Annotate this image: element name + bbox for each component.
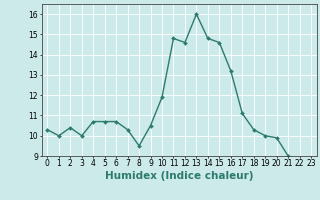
X-axis label: Humidex (Indice chaleur): Humidex (Indice chaleur) bbox=[105, 171, 253, 181]
